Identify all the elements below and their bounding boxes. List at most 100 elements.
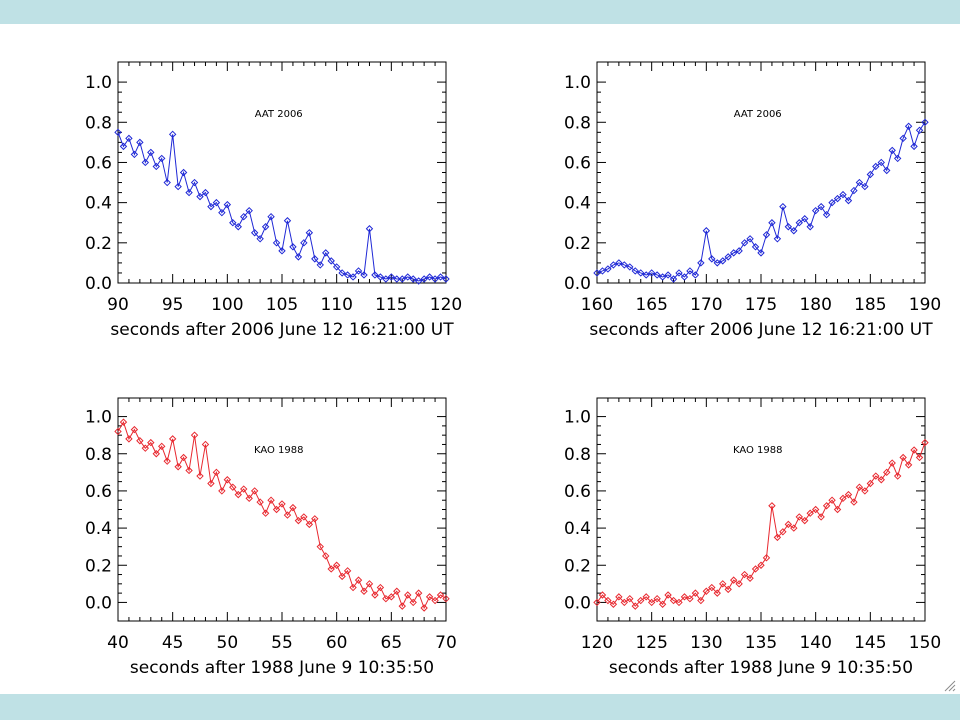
top-bar <box>0 0 960 24</box>
data-point <box>604 265 612 273</box>
data-point <box>647 598 656 607</box>
data-point <box>735 580 743 588</box>
data-point <box>669 275 678 283</box>
data-point <box>371 271 379 279</box>
data-point <box>680 593 689 601</box>
x-tick-label: 60 <box>326 633 348 653</box>
data-point <box>779 202 787 211</box>
data-point <box>316 261 324 269</box>
data-point <box>631 267 639 275</box>
data-point <box>168 435 177 443</box>
data-point <box>272 239 281 247</box>
y-tick-label: 0.0 <box>85 274 112 294</box>
data-point <box>757 561 765 569</box>
data-point <box>425 273 434 281</box>
y-tick-label: 1.0 <box>564 408 591 428</box>
data-point <box>300 513 308 521</box>
data-point <box>883 468 891 477</box>
chart-panel-1: 90 95 100 105 110 115 120 0.0 0.2 0.4 0.6 0.8 1.0 sec… <box>85 61 462 340</box>
data-point <box>250 487 259 495</box>
data-point <box>795 219 803 227</box>
data-point <box>404 591 412 599</box>
series-line <box>117 132 447 282</box>
series-line <box>117 420 447 610</box>
data-point <box>904 461 913 469</box>
data-point <box>354 576 363 584</box>
x-tick-label: 160 <box>581 295 613 315</box>
data-point <box>250 229 259 237</box>
data-point <box>229 483 237 491</box>
data-point <box>360 587 368 595</box>
data-point <box>893 154 902 163</box>
data-point <box>637 596 645 605</box>
data-point <box>125 134 133 143</box>
x-tick-label: 45 <box>162 633 184 653</box>
data-point <box>240 485 248 493</box>
data-point <box>904 122 913 130</box>
data-point <box>229 219 237 227</box>
data-point <box>278 247 286 255</box>
data-point <box>746 235 754 243</box>
x-tick-label: 90 <box>107 295 129 315</box>
y-tick-label: 1.0 <box>85 73 112 93</box>
data-point <box>163 457 171 465</box>
data-point <box>387 273 396 281</box>
data-point <box>409 275 417 283</box>
x-tick-label: 185 <box>854 295 886 315</box>
data-point <box>174 182 182 191</box>
data-point <box>893 472 902 480</box>
dataset-label: AAT 2006 <box>255 109 303 120</box>
data-point <box>637 269 645 277</box>
y-tick-label: 0.0 <box>85 593 112 613</box>
data-point <box>658 273 667 281</box>
data-point <box>332 561 341 569</box>
data-point <box>915 453 924 462</box>
data-point <box>130 425 139 434</box>
data-point <box>609 261 618 269</box>
data-point <box>218 487 226 495</box>
data-point <box>740 239 749 247</box>
y-tick-label: 0.6 <box>85 153 112 173</box>
data-point <box>855 483 864 491</box>
resize-grip-icon[interactable] <box>942 678 956 692</box>
data-point <box>598 267 607 275</box>
data-point <box>147 148 155 157</box>
data-point <box>327 565 335 573</box>
x-tick-label: 95 <box>162 295 184 315</box>
y-tick-label: 0.6 <box>85 482 112 502</box>
data-point <box>442 275 450 283</box>
data-point <box>664 271 672 279</box>
data-point <box>642 593 650 601</box>
x-tick-label: 120 <box>430 295 462 315</box>
data-point <box>119 142 128 151</box>
data-point <box>190 178 199 187</box>
data-point <box>702 227 711 235</box>
data-point <box>196 192 204 201</box>
data-point <box>158 154 166 163</box>
data-point <box>746 574 754 582</box>
data-point <box>223 200 232 209</box>
data-point <box>125 435 133 443</box>
data-point <box>850 186 858 195</box>
data-point <box>691 589 700 597</box>
data-point <box>833 194 842 203</box>
data-point <box>365 225 374 233</box>
data-point <box>267 212 275 221</box>
data-point <box>877 476 885 484</box>
data-point <box>729 576 738 584</box>
data-point <box>669 596 678 605</box>
data-point <box>899 134 907 143</box>
data-point <box>844 490 853 499</box>
y-tick-label: 1.0 <box>564 73 591 93</box>
data-point <box>338 572 346 581</box>
x-tick-label: 140 <box>799 633 831 653</box>
series-line <box>596 442 926 607</box>
data-point <box>436 591 445 599</box>
x-tick-label: 125 <box>635 633 667 653</box>
data-point <box>708 255 716 263</box>
data-point <box>360 271 368 279</box>
y-tick-label: 0.2 <box>564 556 591 576</box>
data-point <box>338 269 346 277</box>
data-point <box>697 596 705 605</box>
data-point <box>168 130 177 139</box>
